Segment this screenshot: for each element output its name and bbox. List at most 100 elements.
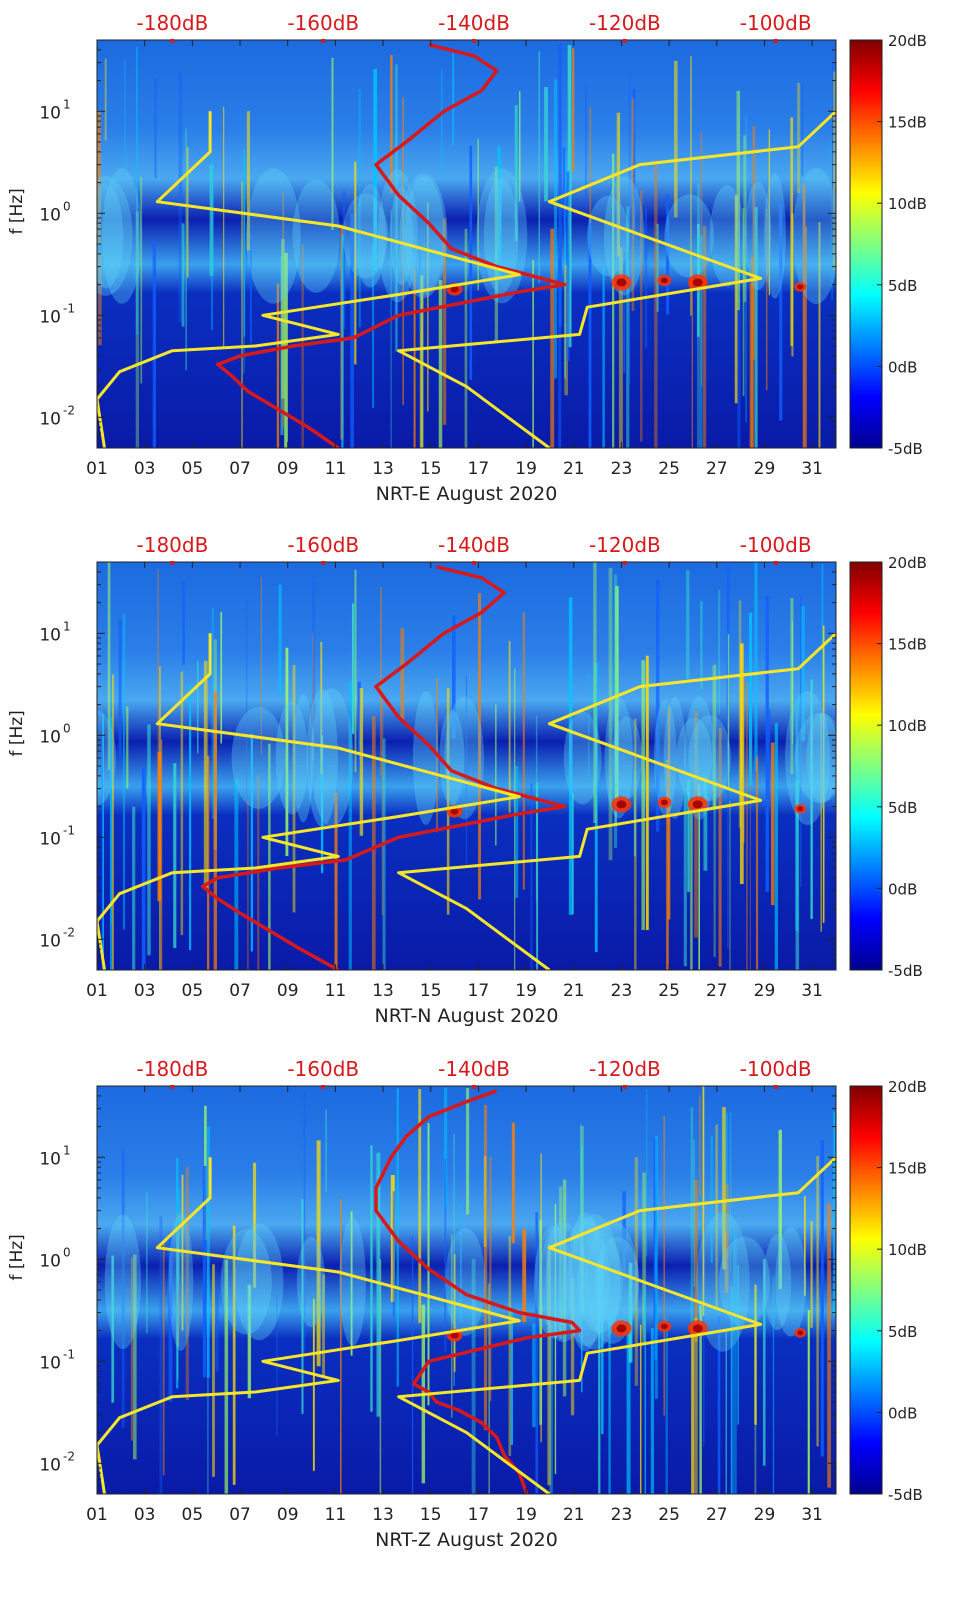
stripe	[754, 562, 758, 772]
stripe	[608, 1313, 611, 1494]
stripe	[628, 70, 631, 385]
stripe	[703, 776, 708, 871]
stripe	[539, 1220, 543, 1425]
stripe	[508, 640, 511, 813]
stripe	[354, 569, 357, 773]
cloud	[399, 173, 448, 299]
stripe	[452, 615, 456, 739]
cloud	[545, 1226, 568, 1338]
stripe	[350, 213, 354, 448]
x-tick-label: 25	[658, 1505, 680, 1525]
top-db-tick	[622, 39, 627, 43]
stripe	[186, 147, 189, 278]
cloud	[563, 711, 602, 805]
x-axis: 01 03 05 07 09 11 13 15 17 19 21 23 25 27 29 31	[86, 40, 823, 479]
y-tick-exponent: 0	[63, 199, 71, 213]
cloud	[775, 1227, 807, 1337]
high-model-curve	[397, 632, 836, 970]
stripe	[465, 676, 468, 867]
cloud	[587, 195, 630, 277]
top-db-label: -140dB	[438, 11, 510, 35]
stripe	[348, 680, 352, 970]
stripe	[797, 82, 801, 194]
stripe	[411, 1235, 414, 1494]
stripe	[602, 265, 605, 448]
stripe	[495, 704, 497, 846]
stripe	[532, 1323, 536, 1428]
stripe	[642, 1172, 646, 1343]
hotspot-core	[450, 286, 459, 293]
cloud	[763, 1233, 792, 1330]
x-tick-label: 13	[372, 459, 394, 479]
stripe	[118, 619, 122, 764]
x-tick-label: 17	[468, 1505, 490, 1525]
stripe	[535, 1212, 539, 1494]
top-db-label: -100dB	[740, 1057, 812, 1081]
stripe	[634, 718, 637, 970]
colorbar-label: 15dB	[888, 114, 927, 132]
y-tick-exponent: 0	[63, 721, 71, 735]
stripe	[594, 662, 598, 953]
stripe	[802, 183, 806, 448]
colorbar-label: 10dB	[888, 195, 927, 213]
stripe	[833, 1111, 835, 1317]
y-tick-exponent: -2	[63, 1449, 75, 1463]
top-db-tick	[321, 561, 326, 565]
cloud	[718, 1236, 770, 1328]
stripe	[181, 1174, 184, 1331]
stripe	[699, 1095, 701, 1197]
stripe	[666, 759, 669, 970]
stripe	[554, 1203, 557, 1475]
stripe	[805, 226, 807, 448]
noise-psd-curve	[374, 1089, 582, 1494]
stripe	[615, 586, 619, 799]
stripe	[207, 755, 210, 970]
colorbar-label: 10dB	[888, 1241, 927, 1259]
x-tick-label: 15	[420, 459, 442, 479]
stripe	[712, 664, 717, 809]
spectrogram-stripes	[104, 1086, 835, 1494]
stripe	[722, 1107, 726, 1270]
spectrogram-panel-n: 01 03 05 07 09 11 13 15 17 19 21 23 25 27 29 31 10 -210-…	[7, 533, 927, 1027]
stripe	[276, 283, 280, 448]
stripe	[515, 766, 519, 898]
stripe	[390, 209, 392, 448]
stripe	[832, 71, 836, 271]
stripe	[667, 706, 671, 920]
stripe	[713, 783, 716, 958]
stripe	[745, 115, 747, 423]
stripe	[702, 1086, 705, 1317]
x-tick-label: 23	[611, 459, 633, 479]
stripe	[382, 738, 386, 970]
stripe	[832, 65, 834, 223]
cloud	[794, 712, 836, 804]
x-tick-label: 23	[611, 1505, 633, 1525]
cloud	[684, 696, 715, 820]
colorbar-label: 0dB	[888, 880, 917, 898]
stripe	[601, 1239, 604, 1435]
stripe	[686, 570, 690, 679]
stripe	[803, 1196, 806, 1296]
stripe	[451, 1234, 453, 1418]
stripe	[358, 88, 361, 328]
stripe	[250, 733, 253, 952]
stripe	[126, 706, 129, 789]
top-db-tick	[773, 561, 778, 565]
stripe	[734, 195, 738, 404]
stripe	[691, 1327, 695, 1494]
colorbar-label: 15dB	[888, 1160, 927, 1178]
stripe	[698, 784, 700, 970]
x-tick-label: 09	[277, 981, 299, 1001]
noise-psd-curve	[215, 43, 567, 448]
colorbar-label: 20dB	[888, 32, 927, 50]
stripe	[562, 147, 566, 235]
y-tick-label: 10	[39, 727, 61, 747]
stripe	[301, 1198, 304, 1414]
stripe	[564, 151, 566, 379]
stripe	[690, 801, 693, 970]
stripe	[334, 792, 338, 970]
x-tick-label: 07	[229, 459, 251, 479]
y-axis-label: f [Hz]	[7, 710, 27, 756]
curves	[97, 1089, 836, 1494]
